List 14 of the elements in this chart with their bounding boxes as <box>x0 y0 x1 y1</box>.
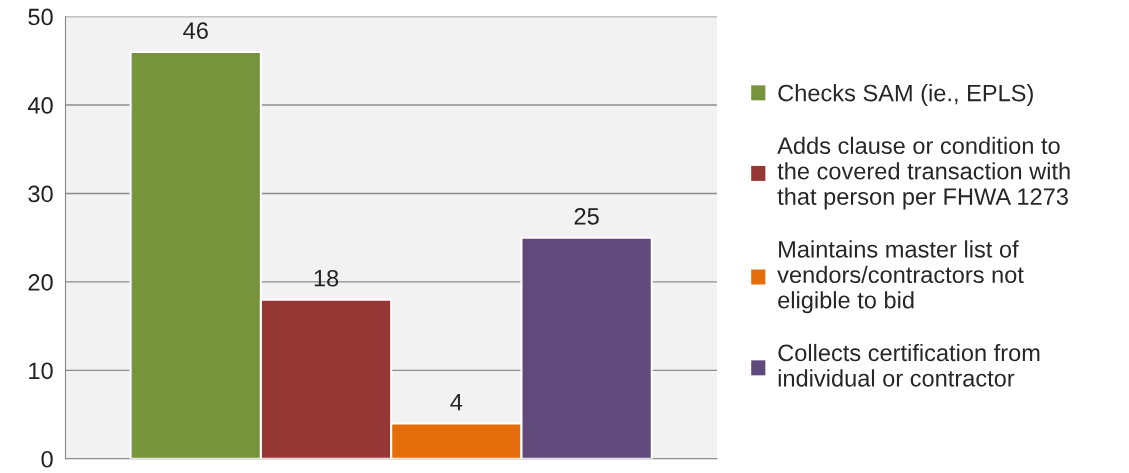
legend-label: Maintains master list of vendors/contractors not eligible to bid <box>777 240 1024 314</box>
data-label: 46 <box>183 22 208 39</box>
y-tick-label: 10 <box>29 362 53 380</box>
y-tick-label: 30 <box>28 185 53 203</box>
y-tick-label: 0 <box>41 450 53 468</box>
data-label: 25 <box>574 207 599 225</box>
legend-label: Checks SAM (ie., EPLS) <box>778 84 1033 107</box>
data-label: 18 <box>314 269 339 287</box>
y-tick-label: 50 <box>28 8 53 26</box>
y-tick-label: 20 <box>28 273 53 291</box>
y-tick-label: 40 <box>27 97 53 114</box>
legend-label: Collects certification from individual or contractor <box>778 343 1040 387</box>
legend-label: Adds clause or condition to the covered transaction with that person per FHWA 1273 <box>777 136 1070 210</box>
data-label: 4 <box>450 393 463 411</box>
